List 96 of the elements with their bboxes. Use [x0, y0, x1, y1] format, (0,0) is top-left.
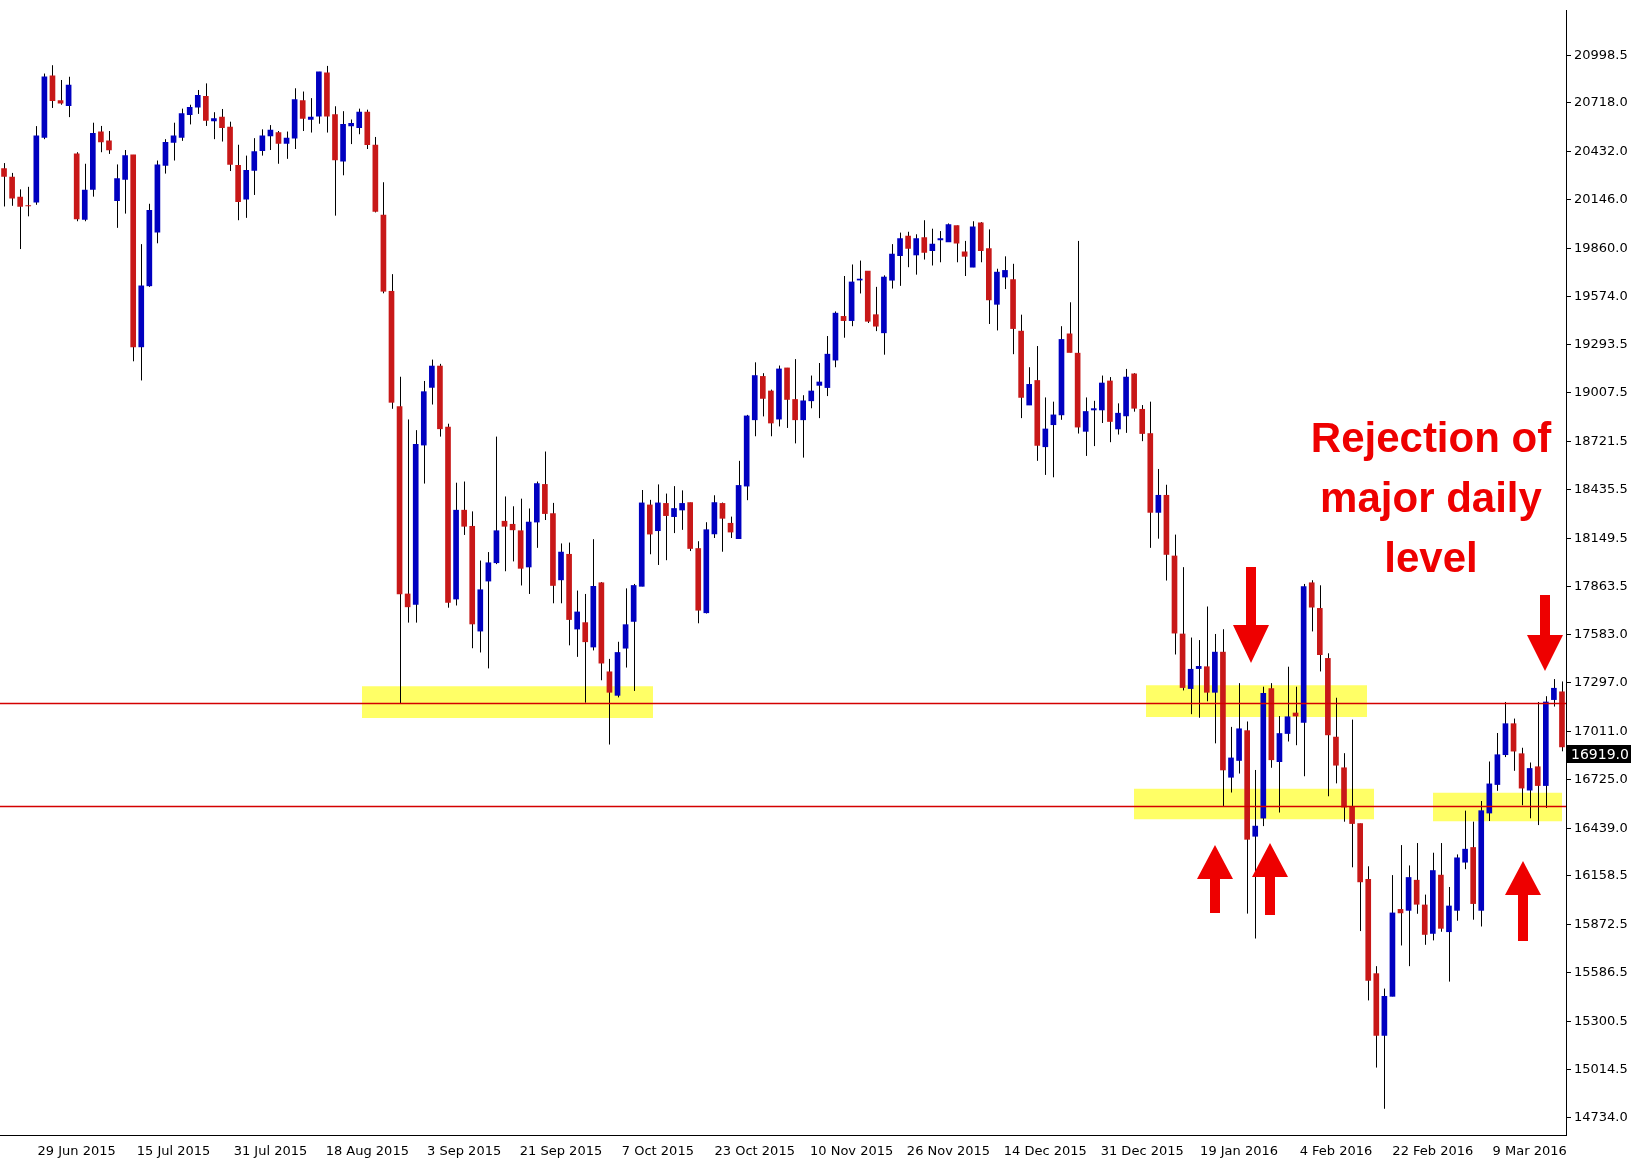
- x-tick-label: 4 Feb 2016: [1299, 1142, 1373, 1158]
- candlestick: [1526, 762, 1533, 819]
- candlestick: [1090, 400, 1097, 447]
- candlestick: [873, 286, 879, 332]
- x-tick-label: 14 Dec 2015: [1003, 1142, 1087, 1158]
- x-tick-label: 26 Nov 2015: [906, 1142, 991, 1158]
- candlestick: [800, 394, 807, 459]
- candlestick: [897, 232, 903, 287]
- y-tick-label: 18149.5: [1574, 529, 1628, 545]
- candlestick: [1082, 396, 1089, 457]
- x-tick-label: 7 Oct 2015: [621, 1142, 694, 1158]
- candlestick: [1, 162, 7, 207]
- candlestick: [1195, 639, 1202, 719]
- candlestick: [961, 240, 968, 277]
- candlestick: [251, 137, 258, 196]
- candlestick: [98, 125, 104, 153]
- y-tick-label: 19574.0: [1574, 288, 1628, 304]
- y-tick-label: 19293.5: [1574, 335, 1628, 351]
- y-tick-label: 15300.5: [1574, 1012, 1628, 1028]
- candlestick: [461, 481, 467, 536]
- candlestick: [921, 219, 928, 261]
- candlestick: [905, 231, 911, 268]
- candlestick: [9, 172, 15, 207]
- candlestick: [194, 89, 201, 115]
- candlestick: [792, 358, 798, 444]
- y-tick-label: 15014.5: [1574, 1061, 1628, 1077]
- candlestick: [606, 658, 613, 746]
- candlestick: [663, 493, 669, 561]
- y-tick-label: 16725.0: [1574, 771, 1628, 787]
- candlestick: [348, 119, 354, 145]
- candlestick: [1462, 810, 1468, 870]
- candlestick: [429, 359, 435, 406]
- candlestick: [1551, 678, 1557, 708]
- candlestick: [114, 163, 120, 229]
- candlestick: [356, 108, 363, 135]
- y-tick-label: 19007.5: [1574, 384, 1628, 400]
- candlestick: [1228, 726, 1234, 794]
- x-tick-label: 21 Sep 2015: [519, 1142, 603, 1158]
- x-tick-label: 19 Jan 2016: [1200, 1142, 1279, 1158]
- candlestick: [1252, 769, 1259, 940]
- candlestick: [1349, 719, 1355, 868]
- candlestick: [816, 362, 823, 419]
- candlestick: [679, 489, 685, 531]
- x-tick-label: 29 Jun 2015: [37, 1142, 116, 1158]
- y-tick-label: 15872.5: [1574, 915, 1628, 931]
- y-tick-label: 19860.0: [1574, 239, 1628, 255]
- candlestick: [913, 233, 920, 276]
- y-tick-label: 20146.0: [1574, 191, 1628, 207]
- candlestick: [106, 130, 112, 155]
- y-tick-label: 15586.5: [1574, 964, 1628, 980]
- candlestick: [1534, 701, 1541, 826]
- candlestick: [162, 138, 169, 175]
- x-tick-label: 22 Feb 2016: [1392, 1142, 1474, 1158]
- candlestick: [582, 593, 589, 704]
- y-tick-label: 14734.0: [1574, 1108, 1628, 1124]
- candlestick: [1115, 402, 1121, 436]
- candlestick: [307, 97, 314, 134]
- y-tick-label: 17011.0: [1574, 722, 1628, 738]
- candlestick: [211, 111, 217, 140]
- annotation: Rejection of major daily level: [1309, 413, 1553, 583]
- candlestick: [501, 495, 508, 572]
- candlestick: [759, 372, 766, 417]
- text: 16919.0: [1567, 745, 1631, 763]
- x-tick-label: 31 Jul 2015: [233, 1142, 308, 1158]
- y-tick-label: 20998.5: [1574, 46, 1628, 62]
- candlestick: [186, 104, 193, 125]
- y-tick-label: 17297.0: [1574, 674, 1628, 690]
- y-tick-label: 16158.5: [1574, 867, 1628, 883]
- y-tick-label: 17863.5: [1574, 578, 1628, 594]
- x-tick-label: 23 Oct 2015: [714, 1142, 795, 1158]
- y-tick-label: 20718.0: [1574, 94, 1628, 110]
- candlestick: [574, 590, 580, 658]
- candlestick: [671, 485, 677, 534]
- x-tick-label: 9 Mar 2016: [1492, 1142, 1567, 1158]
- y-tick-label: 20432.0: [1574, 142, 1628, 158]
- x-tick-label: 15 Jul 2015: [136, 1142, 211, 1158]
- y-tick-label: 18435.5: [1574, 481, 1628, 497]
- candlestick: [937, 230, 944, 263]
- x-tick-label: 3 Sep 2015: [427, 1142, 502, 1158]
- candlestick: [25, 186, 32, 217]
- candlestick: [283, 131, 290, 160]
- x-tick-label: 18 Aug 2015: [325, 1142, 409, 1158]
- y-tick-label: 16439.0: [1574, 819, 1628, 835]
- candlestick: [219, 108, 225, 143]
- candlestick: [1026, 366, 1033, 406]
- y-tick-label: 17583.0: [1574, 625, 1628, 641]
- candlestick: [1002, 255, 1008, 290]
- candlestick: [299, 91, 306, 132]
- candlestick: [719, 502, 726, 553]
- candlestick: [1284, 666, 1291, 742]
- x-tick-label: 10 Nov 2015: [809, 1142, 894, 1158]
- candlestick: [808, 375, 815, 409]
- y-tick-label: 18721.5: [1574, 432, 1628, 448]
- candlestick: [17, 188, 24, 250]
- x-tick-label: 31 Dec 2015: [1100, 1142, 1184, 1158]
- candlestick: [275, 130, 282, 165]
